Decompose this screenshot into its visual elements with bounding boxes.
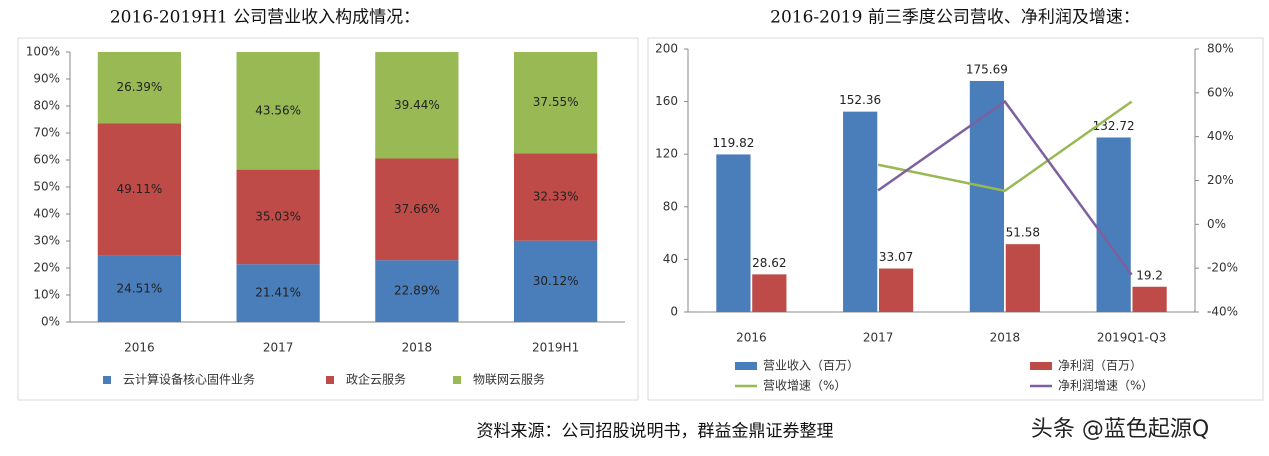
value-label: 119.82 (712, 136, 754, 150)
line-series (877, 100, 1133, 193)
y2-tick-label: -40% (1207, 305, 1238, 319)
y-tick-label: 90% (33, 72, 60, 86)
bar-segment (375, 52, 459, 159)
y2-tick-label: 20% (1207, 173, 1234, 187)
legend-swatch (326, 376, 334, 384)
bar (1096, 137, 1131, 312)
bar-segment (97, 255, 181, 322)
y-tick-label: 200 (655, 42, 678, 56)
chart-title: 2016-2019H1 公司营业收入构成情况： (110, 8, 420, 28)
bar-segment (236, 264, 320, 322)
y-tick-label: 40 (663, 252, 678, 266)
value-label: 37.55% (533, 95, 579, 109)
y-tick-label: 60% (33, 153, 60, 167)
value-label: 19.2 (1136, 268, 1163, 282)
y2-tick-label: -20% (1207, 261, 1238, 275)
y-tick-label: 160 (655, 94, 678, 108)
y-tick-label: 50% (33, 180, 60, 194)
value-label: 32.33% (533, 190, 579, 204)
legend-label: 净利润（百万） (1058, 359, 1142, 373)
value-label: 22.89% (394, 284, 440, 298)
bar (1005, 244, 1040, 312)
legend-swatch (735, 362, 757, 370)
value-label: 30.12% (533, 274, 579, 288)
y2-tick-label: 0% (1207, 217, 1226, 231)
y-tick-label: 30% (33, 234, 60, 248)
x-tick-label: 2017 (863, 331, 894, 345)
value-label: 33.07 (879, 250, 913, 264)
bar (969, 80, 1005, 312)
legend-label: 云计算设备核心固件业务 (123, 372, 255, 387)
y2-tick-label: 80% (1207, 42, 1234, 56)
y-tick-label: 10% (33, 288, 60, 302)
value-label: 152.36 (839, 93, 881, 107)
legend-label: 政企云服务 (346, 372, 406, 387)
x-tick-label: 2019Q1-Q3 (1097, 331, 1166, 345)
value-label: 39.44% (394, 98, 440, 112)
y-tick-label: 80 (663, 199, 678, 213)
y2-tick-label: 40% (1207, 129, 1234, 143)
value-label: 49.11% (116, 182, 162, 196)
chart-title: 2016-2019 前三季度公司营收、净利润及增速： (770, 8, 1140, 28)
x-tick-label: 2017 (263, 341, 294, 355)
value-label: 35.03% (255, 209, 301, 223)
value-label: 24.51% (116, 281, 162, 295)
bar (878, 268, 914, 312)
bar (843, 111, 878, 312)
value-label: 37.66% (394, 202, 440, 216)
x-tick-label: 2018 (990, 331, 1021, 345)
y-tick-label: 0 (670, 305, 678, 319)
y2-tick-label: 60% (1207, 85, 1234, 99)
watermark: 头条 @蓝色起源Q (1031, 417, 1209, 442)
legend-swatch (103, 376, 111, 384)
value-label: 175.69 (966, 62, 1008, 76)
y-tick-label: 40% (33, 207, 60, 221)
line-series (877, 99, 1133, 276)
y-tick-label: 80% (33, 99, 60, 113)
y-tick-label: 0% (41, 315, 60, 329)
x-tick-label: 2019H1 (532, 341, 579, 355)
x-tick-label: 2018 (402, 341, 433, 355)
x-tick-label: 2016 (124, 341, 155, 355)
bar-segment (236, 52, 320, 170)
value-label: 26.39% (116, 80, 162, 94)
bar (752, 274, 787, 312)
bar-segment (97, 123, 181, 256)
y-tick-label: 70% (33, 126, 60, 140)
bar-segment (97, 51, 181, 124)
source-note: 资料来源：公司招股说明书，群益金鼎证券整理 (477, 422, 834, 442)
legend-label: 净利润增速（%） (1058, 379, 1153, 393)
value-label: 28.62 (752, 256, 786, 270)
bar-segment (236, 169, 320, 265)
y-tick-label: 100% (26, 45, 60, 59)
bar (716, 154, 751, 312)
bar-segment (375, 260, 459, 322)
legend-label: 营收增速（%） (763, 379, 846, 393)
bar-segment (514, 52, 598, 154)
bar-segment (514, 153, 598, 241)
x-tick-label: 2016 (736, 331, 767, 345)
bar-segment (514, 240, 598, 322)
value-label: 43.56% (255, 103, 301, 117)
legend-swatch (1030, 362, 1052, 370)
legend-label: 物联网云服务 (473, 372, 545, 387)
value-label: 51.58 (1006, 226, 1040, 240)
bar (1132, 286, 1167, 312)
bar-segment (375, 158, 459, 261)
legend-swatch (453, 376, 461, 384)
value-label: 21.41% (255, 286, 301, 300)
legend-label: 营业收入（百万） (763, 359, 859, 373)
y-tick-label: 20% (33, 261, 60, 275)
y-tick-label: 120 (655, 147, 678, 161)
